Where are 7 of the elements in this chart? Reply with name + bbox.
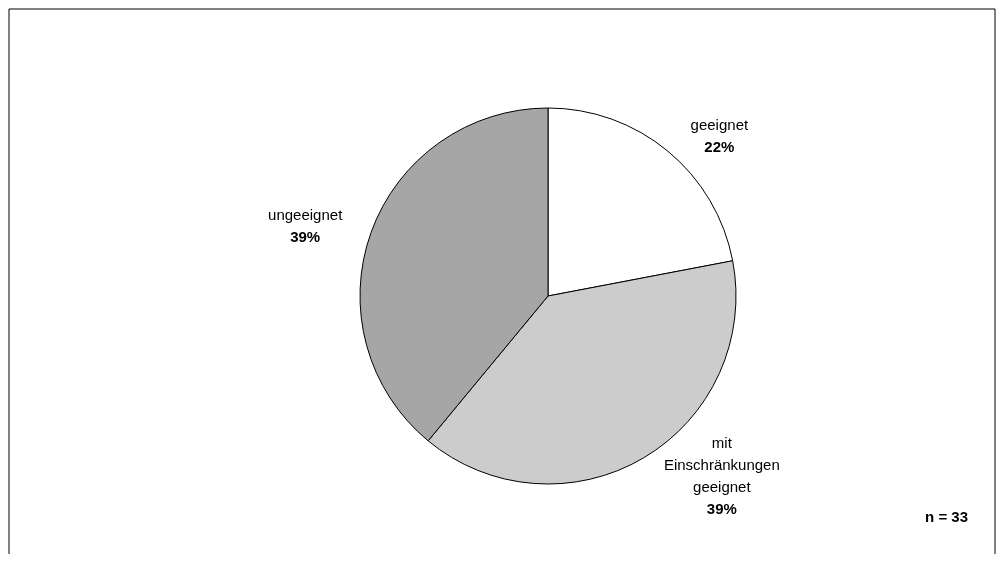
data-label: 39%	[706, 499, 737, 517]
text: n = 33	[925, 508, 969, 525]
slice-label: mit Einschränkungen geeignet	[663, 433, 780, 495]
data-label: 22%	[704, 138, 735, 156]
data-label: 39%	[290, 228, 321, 246]
slice-label: ungeeignet	[268, 206, 344, 224]
slice-label: geeignet	[690, 116, 749, 134]
